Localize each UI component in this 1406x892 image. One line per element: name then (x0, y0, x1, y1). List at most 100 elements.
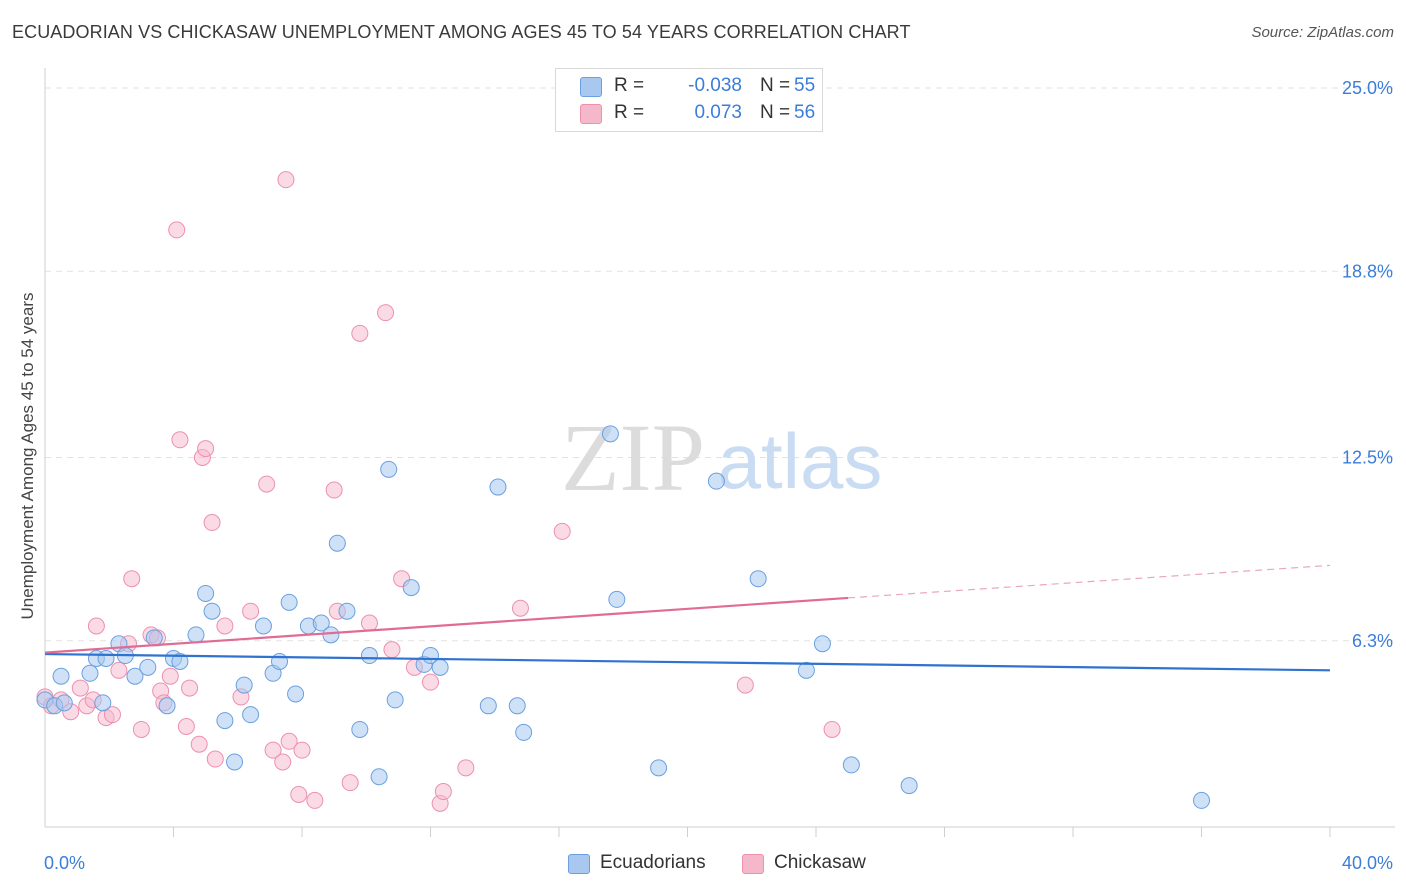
r-value: 0.073 (694, 102, 742, 123)
chickasaw-point (351, 324, 369, 342)
ecuadorian-point (749, 570, 767, 588)
chickasaw-point (258, 475, 276, 493)
ecuadorian-point (52, 667, 70, 685)
ecuadorian-point (328, 534, 346, 552)
watermark-atlas: atlas (718, 417, 883, 505)
r-label: R = (614, 102, 645, 123)
x-tick-labels: 0.0% 40.0% (44, 853, 1393, 873)
ecuadorian-point (900, 777, 918, 795)
chickasaw-point (290, 785, 308, 803)
chickasaw-point (306, 791, 324, 809)
grid-lines (45, 87, 1395, 642)
legend-swatch-chickasaw (580, 104, 602, 124)
chickasaw-point (736, 676, 754, 694)
chickasaw-point (274, 753, 292, 771)
ecuadorian-point (139, 658, 157, 676)
ecuadorian-point (380, 460, 398, 478)
chickasaw-point (422, 673, 439, 691)
y-tick-label: 12.5% (1342, 448, 1393, 468)
chickasaw-point (190, 735, 208, 753)
y-tick-label: 25.0% (1342, 78, 1393, 98)
ecuadorian-point (489, 478, 507, 496)
ecuadorian-point (312, 614, 330, 632)
ecuadorian-point (351, 720, 369, 738)
y-tick-label: 6.3% (1352, 631, 1393, 651)
n-value: 56 (794, 102, 816, 123)
ecuadorian-point (322, 626, 340, 644)
chickasaw-point (181, 679, 199, 697)
r-label: R = (614, 75, 645, 96)
chickasaw-trend-line-extension (848, 564, 1331, 599)
chickasaw-point (434, 783, 452, 801)
chickasaw-trend-line (44, 596, 849, 654)
ecuadorian-point (171, 652, 189, 670)
chickasaw-point (206, 750, 224, 768)
chickasaw-point (171, 431, 189, 449)
chickasaw-point (341, 774, 359, 792)
chickasaw-point (277, 171, 295, 189)
ecuadorian-point (203, 602, 221, 620)
ecuadorian-point (370, 768, 388, 786)
y-tick-label: 18.8% (1342, 261, 1393, 281)
ecuadorian-point (508, 697, 526, 715)
chickasaw-point (71, 679, 89, 697)
correlation-legend: R = -0.038 N = 55 R = 0.073 N = 56 (555, 68, 823, 132)
chickasaw-point (123, 570, 141, 588)
ecuadorian-point (1193, 791, 1210, 809)
ecuadorian-point (145, 629, 163, 647)
series-legend: Ecuadorians Chickasaw (0, 852, 1406, 876)
legend-label-chickasaw: Chickasaw (774, 852, 866, 873)
trend-lines (44, 564, 1331, 672)
chickasaw-point (325, 481, 343, 499)
ecuadorian-point (608, 590, 626, 608)
r-value: -0.038 (688, 75, 742, 96)
chickasaw-point (293, 741, 311, 759)
chickasaw-point (203, 514, 221, 532)
ecuadorian-point (187, 626, 205, 644)
x-tick-label: 0.0% (44, 853, 85, 873)
chickasaw-point (242, 602, 260, 620)
legend-swatch-ecuadorians (568, 854, 590, 874)
ecuadorian-point (242, 706, 260, 724)
chickasaw-point (168, 221, 186, 239)
ecuadorian-point (55, 694, 73, 712)
chickasaw-point (457, 759, 475, 777)
y-axis-label: Unemployment Among Ages 45 to 54 years (18, 292, 37, 620)
ecuadorian-point (280, 593, 298, 611)
ecuadorian-points (36, 425, 1210, 809)
legend-label-ecuadorians: Ecuadorians (600, 852, 706, 873)
chickasaw-point (377, 304, 395, 322)
ecuadorian-point (158, 697, 176, 715)
ecuadorian-point (197, 584, 215, 602)
ecuadorian-point (271, 652, 289, 670)
ecuadorian-point (650, 759, 668, 777)
watermark-zip: ZIP (561, 404, 705, 511)
watermark: ZIP atlas (561, 404, 882, 511)
chickasaw-point (110, 661, 128, 679)
ecuadorian-point (797, 661, 815, 679)
chickasaw-point (264, 741, 282, 759)
y-tick-labels: 6.3% 12.5% 18.8% 25.0% (1342, 78, 1393, 651)
n-label: N = (760, 75, 791, 96)
x-tick-label: 40.0% (1342, 853, 1393, 873)
ecuadorian-point (402, 579, 420, 597)
ecuadorian-point (287, 685, 305, 703)
source-label: Source: ZipAtlas.com (1251, 24, 1394, 41)
chickasaw-point (87, 617, 105, 635)
ecuadorian-point (386, 691, 404, 709)
ecuadorian-point (431, 658, 449, 676)
ecuadorian-point (479, 697, 497, 715)
chickasaw-point (383, 641, 401, 659)
ecuadorian-point (97, 650, 115, 668)
ecuadorian-point (601, 425, 619, 443)
chickasaw-point (280, 732, 298, 750)
chickasaw-point (103, 706, 121, 724)
ecuadorian-point (81, 664, 99, 682)
ecuadorian-point (360, 647, 378, 665)
chickasaw-point (161, 667, 179, 685)
chickasaw-point (197, 440, 215, 458)
ecuadorian-point (515, 723, 533, 741)
n-value: 55 (794, 75, 816, 96)
ecuadorian-point (226, 753, 244, 771)
ecuadorian-point (338, 602, 356, 620)
